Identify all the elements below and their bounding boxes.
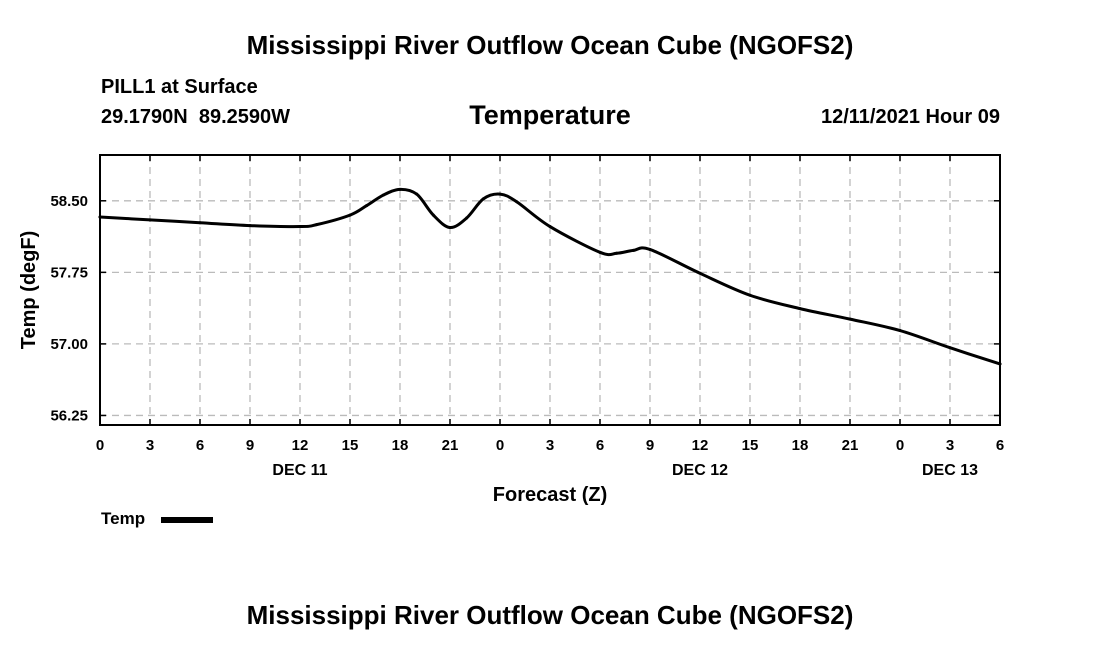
data-point [748, 293, 752, 297]
axis-labels: 0 3 6 9 12 15 18 21 0 3 6 9 12 15 18 21 0 3 6 56.25 57.00 57.… [50, 193, 1004, 479]
data-point [898, 329, 902, 333]
y-tick-label: 58.50 [50, 193, 88, 210]
data-point [431, 213, 435, 217]
data-point [298, 225, 302, 229]
data-point [998, 362, 1002, 366]
y-tick-label: 57.75 [50, 264, 88, 281]
axis-ticks [99, 155, 1001, 425]
day-label: DEC 13 [922, 462, 978, 479]
x-tick-label: 0 [96, 437, 104, 454]
data-point [615, 251, 619, 255]
data-point [698, 271, 702, 275]
data-point [548, 225, 552, 229]
data-point [398, 187, 402, 191]
x-tick-label: 18 [792, 437, 809, 454]
x-tick-label: 6 [196, 437, 204, 454]
x-tick-label: 9 [246, 437, 254, 454]
y-axis-title: Temp (degF) [18, 231, 40, 350]
data-point [415, 192, 419, 196]
legend-label: Temp [101, 509, 146, 528]
data-point [848, 317, 852, 321]
x-tick-label: 0 [496, 437, 504, 454]
forecast-datetime: 12/11/2021 Hour 09 [820, 106, 1000, 128]
x-tick-label: 18 [392, 437, 409, 454]
day-label: DEC 11 [272, 462, 327, 479]
x-tick-label: 15 [742, 437, 759, 454]
data-point [98, 215, 102, 219]
legend-swatch [161, 517, 213, 523]
x-tick-label: 0 [896, 437, 904, 454]
station-coordinates: 29.1790N 89.2590W [101, 106, 291, 128]
data-point [631, 248, 635, 252]
x-tick-label: 6 [996, 437, 1004, 454]
data-point [248, 224, 252, 228]
x-tick-label: 6 [596, 437, 604, 454]
grid [100, 155, 1000, 425]
x-tick-label: 3 [546, 437, 554, 454]
main-title: Mississippi River Outflow Ocean Cube (NG… [246, 30, 854, 60]
temp-series-points [98, 187, 1002, 366]
x-tick-label: 21 [442, 437, 459, 454]
x-tick-label: 12 [292, 437, 309, 454]
data-point [465, 216, 469, 220]
station-label: PILL1 at Surface [101, 76, 258, 98]
data-point [498, 192, 502, 196]
data-point [448, 226, 452, 230]
y-tick-label: 56.25 [50, 407, 88, 424]
variable-title: Temperature [469, 100, 631, 130]
data-point [515, 200, 519, 204]
data-point [948, 346, 952, 350]
day-label: DEC 12 [672, 462, 728, 479]
data-point [381, 193, 385, 197]
footer-title: Mississippi River Outflow Ocean Cube (NG… [246, 600, 854, 630]
x-tick-label: 15 [342, 437, 359, 454]
data-point [598, 250, 602, 254]
x-tick-label: 9 [646, 437, 654, 454]
data-point [148, 218, 152, 222]
x-tick-label: 3 [146, 437, 154, 454]
data-point [365, 204, 369, 208]
x-tick-label: 12 [692, 437, 709, 454]
y-tick-label: 57.00 [50, 336, 88, 353]
data-point [315, 223, 319, 227]
x-tick-label: 3 [946, 437, 954, 454]
data-point [798, 307, 802, 311]
data-point [198, 221, 202, 225]
data-point [348, 213, 352, 217]
x-tick-label: 21 [842, 437, 859, 454]
data-point [481, 197, 485, 201]
data-point [648, 247, 652, 251]
x-axis-title: Forecast (Z) [493, 484, 607, 506]
